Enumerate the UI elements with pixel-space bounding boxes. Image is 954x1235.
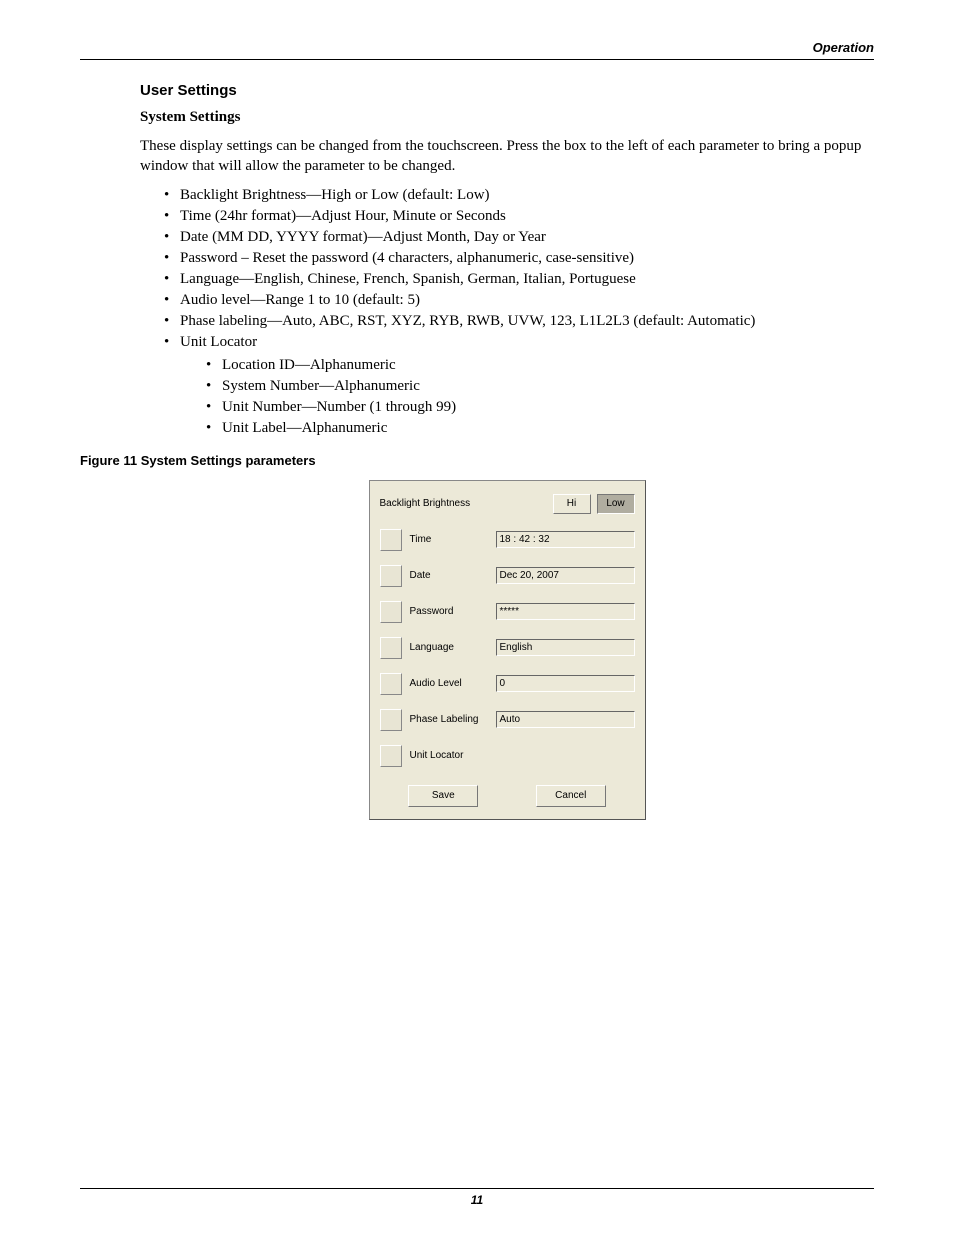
row-backlight: Backlight Brightness Hi Low [380,491,635,517]
figure-caption: Figure 11 System Settings parameters [80,453,874,468]
content: User Settings System Settings These disp… [140,60,874,820]
phase-value[interactable]: Auto [496,711,635,728]
settings-panel: Backlight Brightness Hi Low Time 18 : 42… [369,480,646,820]
cancel-button[interactable]: Cancel [536,785,606,807]
password-label: Password [410,606,496,617]
list-item-label: Unit Locator [180,334,257,350]
audio-value[interactable]: 0 [496,675,635,692]
list-item: Audio level—Range 1 to 10 (default: 5) [168,290,874,311]
time-label: Time [410,534,496,545]
select-box[interactable] [380,529,402,551]
row-date: Date Dec 20, 2007 [380,563,635,589]
list-item: Unit Label—Alphanumeric [210,418,874,439]
bullet-list: Backlight Brightness—High or Low (defaul… [168,185,874,439]
list-item: Location ID—Alphanumeric [210,355,874,376]
row-audio: Audio Level 0 [380,671,635,697]
page-number: 11 [471,1193,483,1207]
time-value[interactable]: 18 : 42 : 32 [496,531,635,548]
page-header: Operation [80,40,874,60]
row-phase: Phase Labeling Auto [380,707,635,733]
backlight-label: Backlight Brightness [380,498,553,509]
row-time: Time 18 : 42 : 32 [380,527,635,553]
date-value[interactable]: Dec 20, 2007 [496,567,635,584]
audio-label: Audio Level [410,678,496,689]
heading-system-settings: System Settings [140,109,874,126]
list-item: Unit Number—Number (1 through 99) [210,397,874,418]
select-box[interactable] [380,709,402,731]
backlight-toggle: Hi Low [553,494,635,514]
list-item: Backlight Brightness—High or Low (defaul… [168,185,874,206]
list-item: Unit Locator Location ID—Alphanumeric Sy… [168,332,874,439]
low-button[interactable]: Low [597,494,635,514]
select-box[interactable] [380,637,402,659]
list-item: Time (24hr format)—Adjust Hour, Minute o… [168,206,874,227]
sub-list: Location ID—Alphanumeric System Number—A… [210,355,874,439]
language-label: Language [410,642,496,653]
select-box[interactable] [380,745,402,767]
save-button[interactable]: Save [408,785,478,807]
list-item: Password – Reset the password (4 charact… [168,248,874,269]
row-password: Password ***** [380,599,635,625]
password-value[interactable]: ***** [496,603,635,620]
hi-button[interactable]: Hi [553,494,591,514]
button-row: Save Cancel [380,785,635,807]
select-box[interactable] [380,673,402,695]
phase-label: Phase Labeling [410,714,496,725]
list-item: Phase labeling—Auto, ABC, RST, XYZ, RYB,… [168,311,874,332]
list-item: Language—English, Chinese, French, Spani… [168,269,874,290]
select-box[interactable] [380,601,402,623]
row-locator: Unit Locator [380,743,635,769]
list-item: Date (MM DD, YYYY format)—Adjust Month, … [168,227,874,248]
page-footer: 11 [80,1188,874,1207]
list-item: System Number—Alphanumeric [210,376,874,397]
locator-label: Unit Locator [410,750,496,761]
language-value[interactable]: English [496,639,635,656]
page: Operation User Settings System Settings … [0,0,954,1235]
date-label: Date [410,570,496,581]
select-box[interactable] [380,565,402,587]
row-language: Language English [380,635,635,661]
heading-user-settings: User Settings [140,82,874,99]
section-name: Operation [813,40,874,55]
intro-paragraph: These display settings can be changed fr… [140,136,874,177]
